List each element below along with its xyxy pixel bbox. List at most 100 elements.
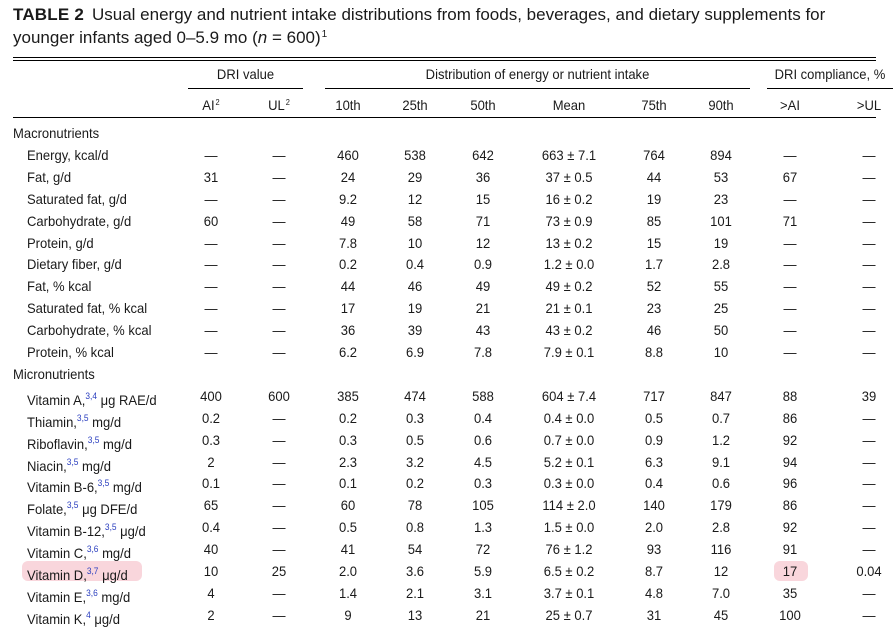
- cell-gt-ul: —: [862, 300, 876, 317]
- cell-ul: —: [272, 190, 286, 207]
- cell-ul: —: [272, 212, 286, 229]
- group-rule-dri-value: [188, 88, 303, 89]
- cell-gt-ul: —: [862, 190, 876, 207]
- cell-p25: 12: [407, 190, 423, 207]
- column-header-footnote: 2: [285, 98, 290, 107]
- cell-ul: —: [272, 431, 286, 448]
- row-label-text: Vitamin B-6,: [27, 479, 98, 496]
- cell-ul: —: [272, 256, 286, 273]
- cell-gt-ai: 86: [782, 409, 798, 426]
- cell-p90: 116: [710, 541, 732, 558]
- cell-p75: 717: [643, 387, 665, 404]
- column-header-ul: UL2: [268, 97, 290, 113]
- row-label-unit: mg/d: [109, 479, 142, 496]
- row-label: Carbohydrate, % kcal: [27, 321, 151, 339]
- cell-ul: 25: [271, 563, 287, 579]
- cell-p25: 13: [407, 606, 423, 623]
- cell-p50: 0.3: [473, 475, 493, 492]
- cell-p50: 12: [475, 234, 491, 251]
- cell-gt-ul: 0.04: [856, 563, 882, 579]
- cell-p75: 1.7: [644, 256, 664, 273]
- cell-p90: 12: [713, 563, 729, 579]
- cell-p90: 55: [713, 278, 729, 295]
- cell-p90: 10: [713, 344, 729, 360]
- cell-ai: 0.3: [201, 431, 221, 448]
- cell-mean: 1.2 ± 0.0: [543, 256, 595, 273]
- cell-p25: 29: [407, 168, 423, 185]
- cell-p90: 847: [710, 387, 732, 404]
- row-label: Vitamin K,4 μg/d: [27, 606, 120, 628]
- column-header-label: >AI: [780, 97, 800, 113]
- cell-ai: —: [204, 300, 218, 317]
- table-caption: TABLE 2 Usual energy and nutrient intake …: [13, 5, 883, 48]
- cell-p25: 0.2: [405, 475, 425, 492]
- cell-p25: 19: [407, 300, 423, 317]
- group-rule-distribution: [325, 88, 750, 89]
- row-label-unit: mg/d: [88, 413, 122, 430]
- row-label-footnote: 3,5: [104, 522, 117, 533]
- row-label-unit: μg/d: [116, 523, 146, 540]
- row-label-unit: μg DFE/d: [78, 501, 138, 518]
- cell-p90: 1.2: [711, 431, 731, 448]
- row-label-text: Fat, g/d: [27, 168, 72, 185]
- cell-gt-ai: 86: [782, 497, 798, 514]
- row-label-text: Riboflavin,: [27, 435, 88, 452]
- cell-p10: 24: [340, 168, 356, 185]
- row-label-unit: μg/d: [90, 610, 120, 627]
- cell-p25: 474: [404, 387, 426, 404]
- row-label: Fat, g/d: [27, 168, 71, 186]
- caption-text-2: = 600): [267, 28, 321, 47]
- cell-ul: —: [272, 322, 286, 339]
- cell-gt-ul: —: [862, 431, 876, 448]
- cell-p50: 43: [475, 322, 491, 339]
- cell-ul: —: [272, 234, 286, 251]
- cell-mean: 37 ± 0.5: [545, 168, 593, 185]
- cell-mean: 49 ± 0.2: [545, 278, 593, 295]
- cell-gt-ai: 35: [782, 584, 798, 601]
- cell-p10: 41: [340, 541, 356, 558]
- cell-p10: 0.5: [338, 519, 358, 536]
- cell-ai: 31: [203, 168, 219, 185]
- cell-mean: 0.4 ± 0.0: [543, 409, 595, 426]
- cell-gt-ai: 100: [779, 606, 801, 623]
- cell-p90: 7.0: [711, 584, 731, 601]
- row-label: Vitamin A,3,4 μg RAE/d: [27, 387, 157, 409]
- cell-p25: 6.9: [405, 344, 425, 360]
- cell-gt-ai: 92: [782, 431, 798, 448]
- row-label-footnote: 3,5: [97, 478, 110, 489]
- top-rule-1: [13, 57, 876, 58]
- cell-p75: 8.7: [644, 563, 664, 579]
- group-rule-compliance: [767, 88, 893, 89]
- cell-gt-ai: —: [783, 322, 797, 339]
- group-header-dri-value: DRI value: [216, 66, 275, 82]
- cell-p90: 2.8: [711, 256, 731, 273]
- cell-mean: 43 ± 0.2: [545, 322, 593, 339]
- cell-p25: 2.1: [405, 584, 425, 601]
- cell-p10: 9: [344, 606, 352, 623]
- cell-ul: —: [272, 584, 286, 601]
- row-label-text: Fat, % kcal: [27, 278, 92, 295]
- cell-p90: 179: [710, 497, 732, 514]
- cell-gt-ai: —: [783, 278, 797, 295]
- cell-gt-ai: 94: [782, 453, 798, 470]
- row-label-text: Vitamin C,: [27, 545, 87, 562]
- row-label: Saturated fat, g/d: [27, 190, 127, 208]
- column-header-label: 50th: [470, 97, 496, 113]
- cell-p25: 3.6: [405, 563, 425, 579]
- cell-p25: 0.5: [405, 431, 425, 448]
- cell-gt-ai: —: [783, 146, 797, 163]
- cell-p75: 52: [646, 278, 662, 295]
- cell-mean: 5.2 ± 0.1: [543, 453, 595, 470]
- cell-p90: 45: [713, 606, 729, 623]
- cell-p75: 44: [646, 168, 662, 185]
- column-header-label: 90th: [708, 97, 734, 113]
- cell-p10: 460: [337, 146, 359, 163]
- cell-p10: 1.4: [338, 584, 358, 601]
- cell-p50: 21: [475, 606, 491, 623]
- cell-ai: 4: [207, 584, 215, 601]
- cell-ul: —: [272, 300, 286, 317]
- cell-p10: 2.0: [338, 563, 358, 579]
- cell-p25: 0.8: [405, 519, 425, 536]
- cell-ai: —: [204, 190, 218, 207]
- cell-ai: 400: [200, 387, 222, 404]
